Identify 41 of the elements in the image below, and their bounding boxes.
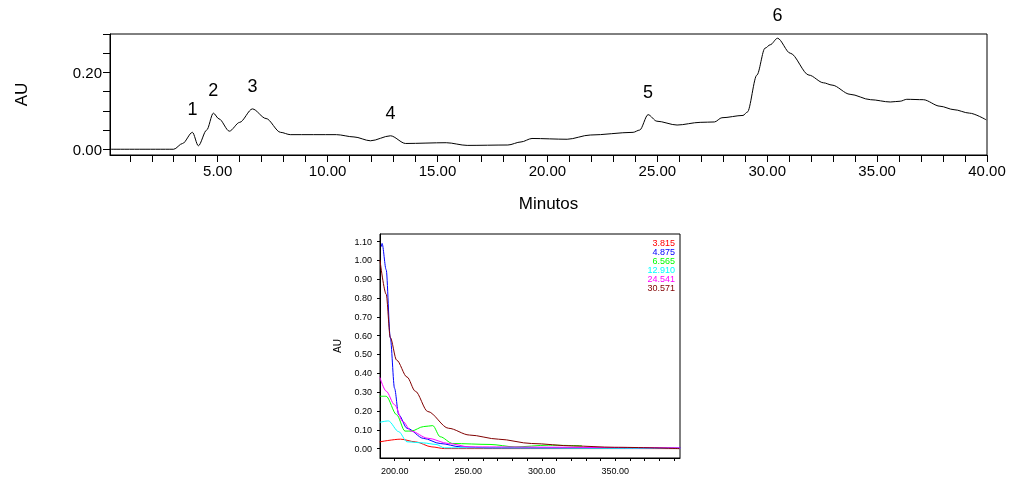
annotation: 3	[247, 75, 258, 96]
y-tick-label: 0.40	[354, 368, 372, 379]
annotation: 5	[643, 81, 654, 102]
y-tick-label: 0.90	[354, 274, 372, 285]
x-tick-label: 25.00	[638, 162, 677, 179]
x-tick-label: 20.00	[528, 162, 567, 179]
y-tick-label: 0.60	[354, 330, 372, 341]
y-tick-label: 0.00	[354, 443, 372, 454]
x-tick-label: 15.00	[418, 162, 457, 179]
x-tick-label: 250.00	[454, 465, 482, 476]
y-tick-label: 0.10	[354, 424, 372, 435]
x-tick-label: 10.00	[308, 162, 347, 179]
annotation: 6	[772, 5, 783, 26]
y-tick-label: 0.30	[354, 387, 372, 398]
text: 4.875	[652, 246, 675, 257]
text: 3.815	[652, 237, 675, 248]
x-axis-title: Minutos	[518, 194, 579, 213]
annotation: 1	[187, 99, 198, 120]
y-tick-label: 0.20	[354, 405, 372, 416]
text: 6.565	[652, 255, 675, 266]
annotation: 2	[208, 80, 219, 101]
x-tick-label: 35.00	[858, 162, 896, 179]
y-tick-label: 0.20	[72, 63, 102, 81]
x-tick-label: 30.00	[748, 162, 786, 179]
text: 24.541	[647, 273, 675, 284]
y-tick-label: 1.00	[354, 255, 372, 266]
y-axis-title: AU	[331, 339, 343, 353]
x-tick-label: 200.00	[380, 465, 409, 476]
y-tick-label: 0.00	[72, 140, 102, 158]
y-tick-label: 0.70	[354, 311, 372, 322]
x-tick-label: 40.00	[968, 162, 1006, 179]
x-tick-label: 350.00	[601, 465, 630, 476]
text: 12.910	[647, 264, 675, 275]
text: 30.571	[647, 282, 675, 293]
annotation: 4	[385, 102, 396, 123]
x-tick-label: 5.00	[203, 162, 233, 179]
y-tick-label: 0.80	[354, 293, 372, 303]
y-tick-label: 0.50	[354, 349, 372, 360]
x-tick-label: 300.00	[528, 465, 556, 476]
y-tick-label: 1.10	[354, 236, 372, 247]
y-axis-title: AU	[12, 82, 31, 107]
